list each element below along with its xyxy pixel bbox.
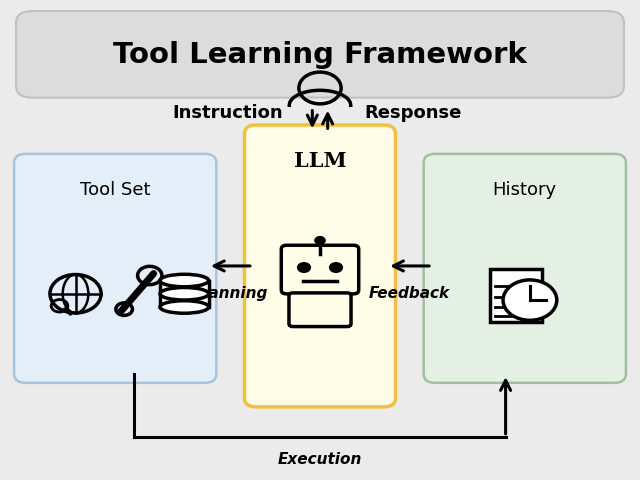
Ellipse shape — [160, 301, 209, 313]
Circle shape — [503, 280, 557, 321]
FancyBboxPatch shape — [490, 270, 542, 323]
FancyBboxPatch shape — [289, 293, 351, 327]
Circle shape — [315, 237, 325, 245]
Ellipse shape — [160, 288, 209, 300]
FancyBboxPatch shape — [14, 155, 216, 383]
Circle shape — [298, 263, 310, 273]
Text: Tool Set: Tool Set — [80, 180, 150, 199]
Text: Feedback: Feedback — [369, 285, 450, 300]
Text: Response: Response — [364, 104, 461, 122]
Text: Tool Learning Framework: Tool Learning Framework — [113, 41, 527, 69]
FancyBboxPatch shape — [16, 12, 624, 98]
Ellipse shape — [160, 275, 209, 287]
FancyBboxPatch shape — [244, 126, 396, 407]
Circle shape — [330, 263, 342, 273]
Text: Planning: Planning — [193, 285, 268, 300]
FancyBboxPatch shape — [282, 246, 359, 294]
Text: LLM: LLM — [294, 151, 346, 171]
FancyBboxPatch shape — [424, 155, 626, 383]
Text: History: History — [493, 180, 557, 199]
Polygon shape — [160, 281, 209, 307]
Text: Instruction: Instruction — [172, 104, 282, 122]
Text: Execution: Execution — [278, 451, 362, 466]
